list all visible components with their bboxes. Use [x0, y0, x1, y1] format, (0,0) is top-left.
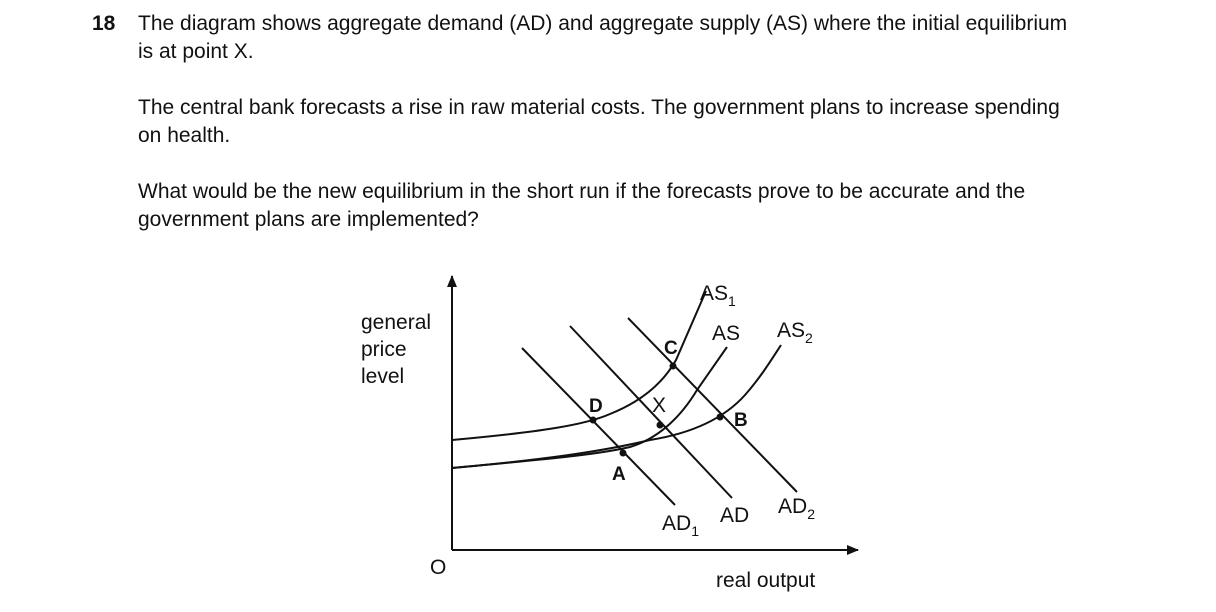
ad2-curve: [627, 317, 798, 493]
point-dot: [669, 362, 677, 370]
point-label: C: [664, 338, 678, 359]
curve-label-sub: 2: [807, 506, 815, 522]
diagram: [447, 275, 859, 555]
y-axis-label: level: [361, 365, 404, 388]
question-number: 18: [92, 12, 116, 35]
curve-label-text: AS: [700, 282, 728, 305]
question-text: The diagram shows aggregate demand (AD) …: [138, 12, 1067, 231]
curve-label-sub: 1: [691, 523, 699, 539]
point-dot: [656, 421, 664, 429]
paragraph-line: government plans are implemented?: [138, 208, 479, 231]
curve-label: AS2: [777, 319, 813, 346]
curve-label: AS: [712, 322, 740, 345]
paragraph-line: is at point X.: [138, 40, 254, 63]
point-dot: [716, 413, 724, 421]
point-dot: [589, 416, 597, 424]
curve-label-text: AD: [720, 504, 749, 527]
origin-label: O: [430, 556, 446, 579]
curve-label-text: AS: [712, 322, 740, 345]
curve-label: AD1: [662, 512, 699, 539]
curve-label-text: AS: [777, 319, 805, 342]
point-label: B: [734, 410, 748, 431]
x-axis-label: real output: [716, 569, 815, 592]
point-label: D: [589, 396, 603, 417]
paragraph-line: on health.: [138, 124, 230, 147]
y-axis-label: price: [361, 338, 407, 361]
paragraph-line: The central bank forecasts a rise in raw…: [138, 96, 1060, 119]
as2-curve: [451, 344, 782, 469]
curve-label-sub: 1: [728, 293, 736, 309]
as1-curve: [451, 290, 707, 441]
curve-label: AS1: [700, 282, 736, 309]
point-dot: [619, 449, 627, 457]
curve-label-text: AD: [778, 495, 807, 518]
curve-label-sub: 2: [805, 330, 813, 346]
paragraph-line: What would be the new equilibrium in the…: [138, 180, 1025, 203]
curve-label: AD2: [778, 495, 815, 522]
ad1-curve: [521, 347, 676, 506]
y-axis-label: general: [361, 311, 431, 334]
point-label: X: [652, 394, 666, 417]
point-label: A: [612, 464, 626, 485]
curve-label: AD: [720, 504, 749, 527]
ad-curve: [569, 325, 733, 499]
paragraph-line: The diagram shows aggregate demand (AD) …: [138, 12, 1067, 35]
curve-label-text: AD: [662, 512, 691, 535]
